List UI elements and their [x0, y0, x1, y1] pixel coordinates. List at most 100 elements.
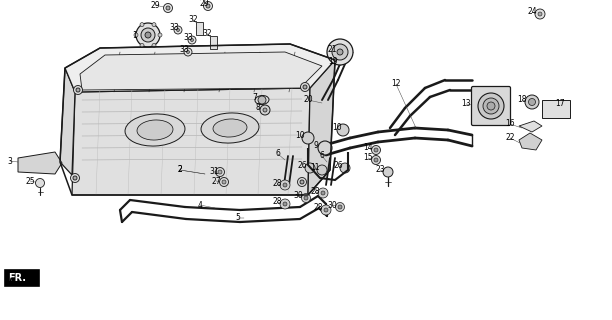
Text: 30: 30 [293, 191, 303, 201]
Text: 11: 11 [310, 164, 319, 172]
Text: 2: 2 [177, 165, 182, 174]
Circle shape [305, 163, 315, 173]
Circle shape [215, 167, 225, 177]
Text: 16: 16 [505, 119, 515, 129]
Circle shape [335, 203, 345, 212]
Polygon shape [72, 88, 310, 195]
Circle shape [337, 124, 349, 136]
Ellipse shape [255, 95, 269, 105]
Text: 8: 8 [256, 103, 260, 113]
Circle shape [140, 44, 144, 47]
Ellipse shape [213, 119, 247, 137]
Text: 17: 17 [555, 100, 565, 108]
Circle shape [204, 2, 212, 11]
Text: 30: 30 [327, 201, 337, 210]
Polygon shape [519, 121, 542, 132]
Circle shape [206, 4, 210, 8]
Polygon shape [60, 68, 75, 175]
Circle shape [317, 165, 327, 175]
Circle shape [187, 51, 190, 53]
Circle shape [280, 180, 290, 190]
Circle shape [300, 83, 310, 92]
Text: 18: 18 [517, 95, 527, 105]
Text: 7: 7 [253, 93, 258, 102]
Circle shape [538, 12, 542, 16]
Text: 4: 4 [198, 201, 203, 210]
Text: 5: 5 [236, 213, 241, 222]
Text: 32: 32 [202, 29, 212, 38]
Circle shape [35, 179, 45, 188]
Circle shape [321, 191, 325, 195]
Circle shape [258, 96, 266, 104]
Circle shape [535, 9, 545, 19]
Circle shape [371, 146, 381, 155]
FancyBboxPatch shape [471, 86, 510, 125]
Circle shape [260, 105, 270, 115]
Circle shape [321, 205, 331, 215]
Bar [196, 22, 203, 35]
Text: 6: 6 [275, 149, 280, 158]
Circle shape [280, 199, 290, 209]
Text: 15: 15 [363, 154, 373, 163]
Circle shape [340, 163, 350, 173]
Text: 32: 32 [188, 15, 198, 25]
Circle shape [525, 95, 539, 109]
Circle shape [188, 36, 196, 44]
Polygon shape [519, 133, 542, 150]
Text: 10: 10 [295, 132, 305, 140]
Circle shape [140, 23, 144, 27]
Circle shape [371, 156, 381, 164]
Circle shape [141, 28, 155, 42]
Circle shape [152, 23, 156, 27]
Text: 24: 24 [527, 7, 537, 17]
Text: 28: 28 [313, 204, 323, 212]
Circle shape [304, 196, 308, 200]
Circle shape [337, 49, 343, 55]
Circle shape [483, 98, 499, 114]
Circle shape [374, 158, 378, 162]
Circle shape [300, 180, 304, 184]
Text: 1: 1 [133, 30, 137, 39]
Circle shape [383, 167, 393, 177]
Ellipse shape [125, 114, 185, 146]
Circle shape [487, 102, 495, 110]
Text: 33: 33 [179, 45, 189, 54]
Circle shape [220, 178, 228, 187]
Circle shape [166, 6, 170, 10]
Polygon shape [80, 52, 322, 90]
Circle shape [529, 99, 536, 106]
Circle shape [302, 194, 310, 203]
Circle shape [318, 188, 328, 198]
Text: 9: 9 [313, 141, 318, 150]
Polygon shape [18, 152, 62, 174]
Circle shape [73, 85, 83, 94]
Circle shape [302, 132, 314, 144]
Text: 26: 26 [297, 162, 307, 171]
Text: 26: 26 [333, 162, 343, 171]
Text: 28: 28 [310, 188, 319, 196]
Text: 10: 10 [332, 124, 342, 132]
Circle shape [478, 93, 504, 119]
Text: FR.: FR. [8, 273, 26, 283]
Text: 13: 13 [461, 100, 471, 108]
Text: 23: 23 [375, 165, 385, 174]
Circle shape [136, 23, 160, 47]
Ellipse shape [201, 113, 259, 143]
Text: 12: 12 [391, 79, 401, 89]
Text: 33: 33 [169, 23, 179, 33]
Circle shape [324, 208, 328, 212]
Circle shape [222, 180, 226, 184]
Text: 14: 14 [363, 143, 373, 153]
Text: 2: 2 [177, 165, 182, 174]
Text: 28: 28 [272, 180, 282, 188]
Circle shape [303, 85, 307, 89]
Text: 28: 28 [272, 197, 282, 206]
Circle shape [70, 173, 80, 182]
Polygon shape [308, 60, 335, 195]
Circle shape [374, 148, 378, 152]
Text: 25: 25 [25, 177, 35, 186]
Circle shape [163, 4, 173, 12]
Circle shape [332, 44, 348, 60]
Polygon shape [65, 44, 335, 92]
Text: 27: 27 [211, 177, 221, 186]
